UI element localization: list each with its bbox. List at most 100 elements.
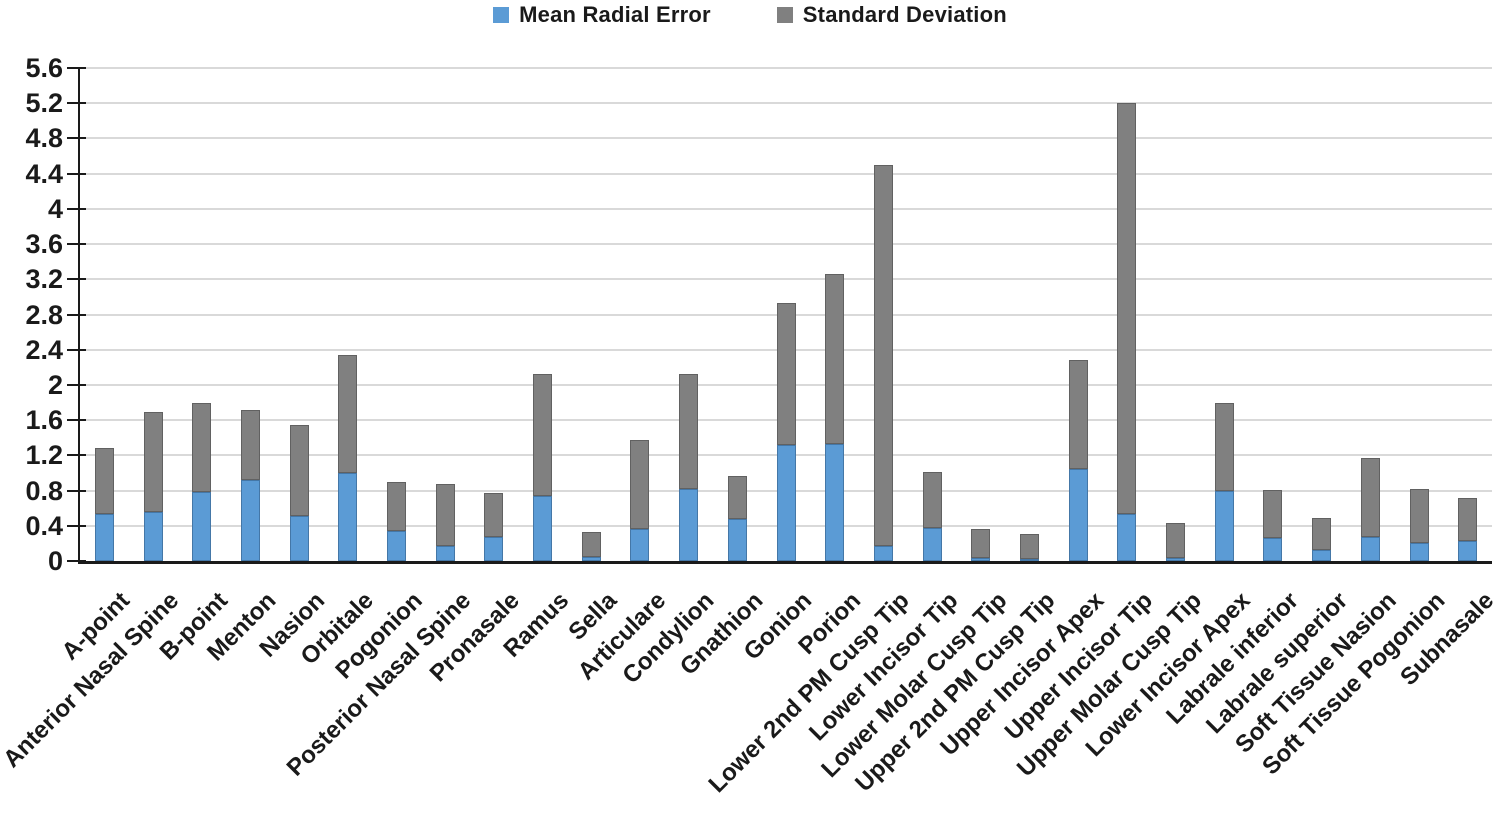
bar-segment-mean-radial-error <box>922 527 942 561</box>
y-axis-tick <box>67 313 86 316</box>
y-axis-tick-label: 1.2 <box>25 440 63 471</box>
bar-segment-mean-radial-error <box>630 529 650 561</box>
bar-segment-mean-radial-error <box>192 491 212 561</box>
bar-segment-standard-deviation <box>289 424 309 517</box>
y-axis-tick <box>67 454 86 457</box>
y-axis-tick <box>67 489 86 492</box>
y-axis-tick <box>67 419 86 422</box>
plot-area: 0 0.4 0.8 1.2 1.6 2 2.4 2.8 3.2 3.6 4 4.4 4.8 5.2 5.6 … <box>0 53 1499 798</box>
gridline <box>80 207 1492 210</box>
bar-segment-standard-deviation <box>1263 489 1283 539</box>
bar-segment-standard-deviation <box>581 531 601 557</box>
gridline <box>80 137 1492 140</box>
y-axis-tick-label: 0 <box>47 546 63 576</box>
bar-segment-mean-radial-error <box>289 516 309 561</box>
bar-segment-mean-radial-error <box>1263 538 1283 561</box>
y-axis-tick <box>67 524 86 527</box>
bar-segment-mean-radial-error <box>1458 540 1478 561</box>
bar-segment-mean-radial-error <box>581 556 601 561</box>
y-axis-tick-label: 3.6 <box>25 229 63 260</box>
bar-segment-mean-radial-error <box>825 443 845 561</box>
y-axis-tick-label: 0.8 <box>25 475 63 506</box>
bar-segment-mean-radial-error <box>1409 543 1429 561</box>
y-axis-tick-label: 4.8 <box>25 123 63 154</box>
y-axis-tick-label: 0.4 <box>25 510 63 541</box>
bar-segment-mean-radial-error <box>484 537 504 561</box>
bar-segment-mean-radial-error <box>338 473 358 561</box>
y-axis-tick-label: 4.4 <box>25 158 63 189</box>
bar-segment-standard-deviation <box>825 274 845 444</box>
y-axis-tick-label: 5.2 <box>25 88 63 119</box>
bar-segment-standard-deviation <box>143 412 163 512</box>
legend-item-standard-deviation: Standard Deviation <box>776 2 1007 28</box>
bar-segment-mean-radial-error <box>387 531 406 561</box>
y-axis-tick <box>67 383 86 386</box>
bar-segment-standard-deviation <box>630 440 650 530</box>
bar-segment-mean-radial-error <box>1019 559 1039 561</box>
bar-segment-mean-radial-error <box>1166 558 1185 561</box>
bar-segment-standard-deviation <box>1458 497 1478 541</box>
bar-segment-mean-radial-error <box>435 546 455 561</box>
x-axis-labels: A-point Anterior Nasal Spine B-point Menton… <box>0 587 1499 827</box>
bar-segment-standard-deviation <box>1117 103 1137 515</box>
y-axis-tick <box>67 67 86 69</box>
bar-segment-standard-deviation <box>1068 360 1088 470</box>
bar-segment-mean-radial-error <box>679 488 699 561</box>
bar-segment-mean-radial-error <box>240 480 260 561</box>
y-axis-tick <box>67 243 86 246</box>
bar-segment-standard-deviation <box>387 481 406 532</box>
y-axis-tick-label: 2.4 <box>25 334 63 365</box>
y-axis-tick-label: 4 <box>47 193 63 224</box>
bar-segment-standard-deviation <box>971 528 991 559</box>
bar-segment-mean-radial-error <box>971 558 991 561</box>
bar-segment-standard-deviation <box>1019 533 1039 560</box>
y-axis-tick <box>67 137 86 140</box>
bar-segment-standard-deviation <box>873 164 893 546</box>
bar-segment-standard-deviation <box>727 475 747 519</box>
y-axis-tick <box>67 102 86 105</box>
bar-segment-standard-deviation <box>192 402 212 492</box>
bar-segment-mean-radial-error <box>94 513 114 561</box>
legend-label-standard-deviation: Standard Deviation <box>802 2 1007 27</box>
bar-segment-standard-deviation <box>1409 488 1429 544</box>
bar-segment-mean-radial-error <box>1360 537 1380 561</box>
bar-segment-standard-deviation <box>679 373 699 489</box>
bar-segment-standard-deviation <box>1360 458 1380 538</box>
gridline <box>80 67 1492 69</box>
bar-segment-mean-radial-error <box>776 444 796 561</box>
legend-item-mean-radial-error: Mean Radial Error <box>493 2 711 28</box>
y-axis-tick <box>67 348 86 351</box>
y-axis-tick-label: 1.6 <box>25 405 63 436</box>
y-axis-tick-label: 5.6 <box>25 53 63 83</box>
legend-label-mean-radial-error: Mean Radial Error <box>519 2 711 27</box>
y-axis-tick <box>67 207 86 210</box>
bar-segment-mean-radial-error <box>533 495 553 561</box>
y-axis-tick <box>67 560 86 562</box>
bar-segment-mean-radial-error <box>873 546 893 561</box>
bar-segment-standard-deviation <box>533 374 553 496</box>
bar-segment-standard-deviation <box>922 472 942 528</box>
bar-segment-mean-radial-error <box>1214 490 1234 561</box>
y-axis-tick <box>67 172 86 175</box>
gridline <box>80 102 1492 105</box>
bar-segment-standard-deviation <box>435 483 455 546</box>
y-axis-tick-label: 2 <box>47 369 63 400</box>
chart-legend: Mean Radial Error Standard Deviation <box>0 2 1500 28</box>
bar-segment-standard-deviation <box>1312 517 1332 550</box>
bar-segment-standard-deviation <box>1166 523 1185 559</box>
bar-segment-standard-deviation <box>776 303 796 445</box>
bar-segment-standard-deviation <box>338 355 358 473</box>
bar-segment-mean-radial-error <box>143 511 163 561</box>
legend-swatch-mean-radial-error-icon <box>493 7 510 23</box>
gridline <box>80 243 1492 246</box>
legend-swatch-standard-deviation-icon <box>776 7 793 23</box>
bar-segment-standard-deviation <box>94 447 114 514</box>
y-axis-tick-label: 3.2 <box>25 264 63 295</box>
bar-segment-mean-radial-error <box>1117 514 1137 561</box>
gridline <box>80 278 1492 281</box>
gridline <box>80 172 1492 175</box>
y-axis-tick-label: 2.8 <box>25 299 63 330</box>
bar-segment-mean-radial-error <box>1312 549 1332 561</box>
bar-segment-standard-deviation <box>1214 402 1234 491</box>
